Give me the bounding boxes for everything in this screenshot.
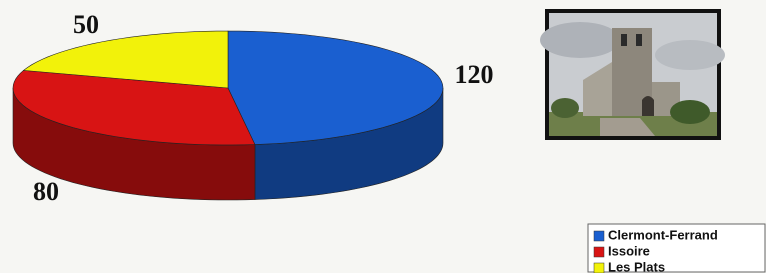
value-label: 80 xyxy=(33,177,59,206)
photo xyxy=(540,9,725,140)
photo-cloud xyxy=(655,40,725,70)
legend-swatch xyxy=(594,231,604,241)
photo-tree xyxy=(670,100,710,124)
legend-swatch xyxy=(594,247,604,257)
photo-tree xyxy=(551,98,579,118)
legend-label: Issoire xyxy=(608,243,650,258)
photo-cloud xyxy=(540,22,620,58)
value-label: 50 xyxy=(73,10,99,39)
page: 50 120 80 Clermont-FerrandIssoireLes Pla… xyxy=(0,0,766,273)
legend-label: Les Plats xyxy=(608,259,665,273)
value-label: 120 xyxy=(455,60,494,89)
photo-window xyxy=(621,34,627,46)
chart: 50 120 80 Clermont-FerrandIssoireLes Pla… xyxy=(0,0,766,273)
legend-swatch xyxy=(594,263,604,273)
legend-label: Clermont-Ferrand xyxy=(608,227,718,242)
pie xyxy=(13,31,443,200)
photo-door xyxy=(642,96,654,116)
photo-window xyxy=(636,34,642,46)
